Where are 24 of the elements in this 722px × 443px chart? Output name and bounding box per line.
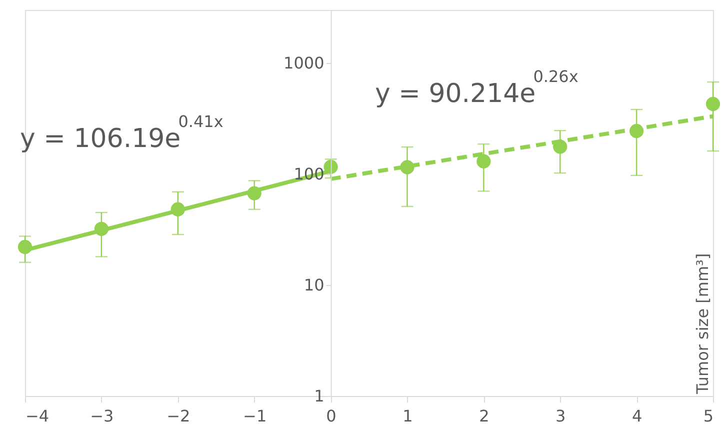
x-tick-label: 0: [326, 406, 336, 426]
x-tick-label: −3: [90, 406, 114, 426]
x-tick-label: 5: [703, 406, 714, 426]
point: [247, 186, 262, 200]
y-tick-label: 1: [314, 386, 324, 406]
y-tick-label: 1000: [284, 53, 324, 72]
x-tick-label: −2: [166, 406, 190, 426]
x-tick-label: −1: [243, 406, 267, 426]
point: [324, 160, 338, 174]
point: [476, 154, 491, 168]
x-tick-label: 2: [479, 406, 490, 426]
x-tick-label: −4: [26, 406, 50, 426]
point: [706, 96, 720, 112]
point: [553, 140, 568, 154]
x-tick-label: 3: [556, 406, 566, 426]
point: [400, 160, 414, 174]
x-tick-label: 1: [402, 406, 413, 426]
x-tick-label: 4: [632, 406, 642, 426]
point: [629, 124, 644, 138]
y-tick-label: 10: [304, 275, 324, 294]
y-axis-title: Tumor size [mm³]: [693, 253, 712, 395]
point: [94, 222, 109, 236]
point: [170, 202, 185, 216]
point: [18, 240, 32, 254]
